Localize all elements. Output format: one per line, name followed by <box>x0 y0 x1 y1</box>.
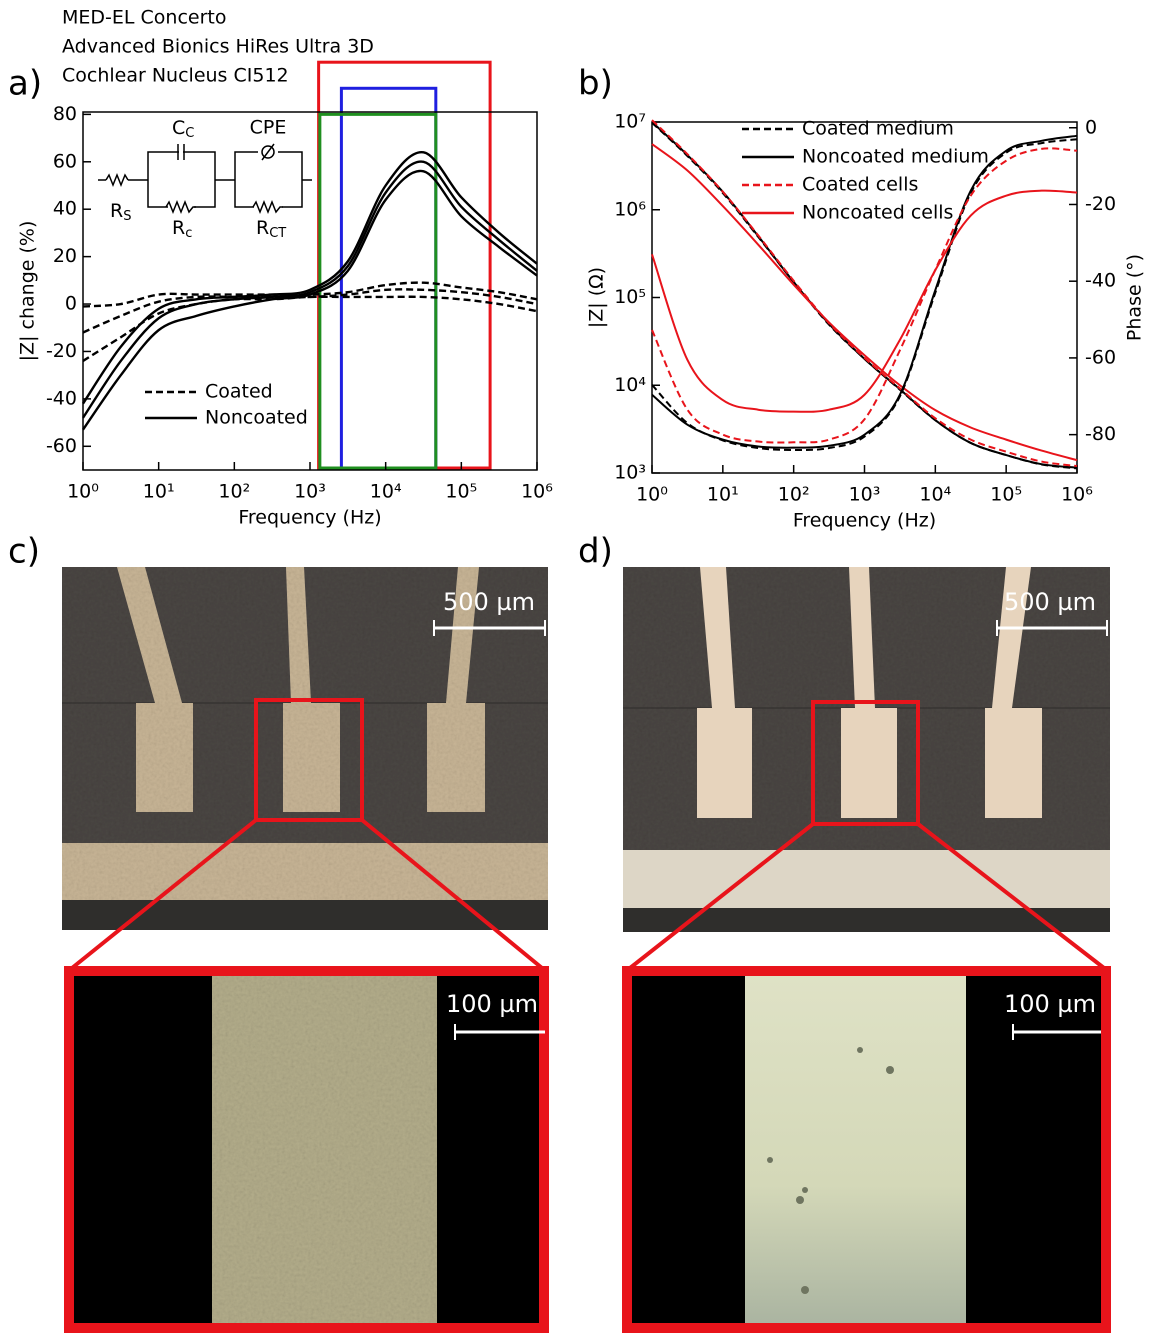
y-axis-title: |Z| (Ω) <box>586 267 608 328</box>
x-tick-label: 10⁶ <box>1061 484 1093 506</box>
y-tick-label: 10⁵ <box>614 286 646 308</box>
circuit-labels: RS CC CPE Rc RCT <box>110 117 286 241</box>
y-tick-label: 10⁴ <box>614 374 646 396</box>
micrograph-noncoated: 500 µm 100 µm d) <box>578 532 1111 1333</box>
circuit-label: CC <box>172 117 194 141</box>
scale-bar-label: 100 µm <box>1004 990 1096 1018</box>
circuit-label: RCT <box>256 217 286 241</box>
x-tick-label: 10⁶ <box>521 481 553 503</box>
range-box <box>339 86 438 470</box>
panel-label: b) <box>578 64 613 104</box>
y-tick-label: -60 <box>46 435 77 457</box>
series-line <box>82 295 538 362</box>
panel-label: c) <box>8 532 40 572</box>
range-label: MED-EL Concerto <box>62 7 226 29</box>
legend-label: Coated <box>205 381 273 403</box>
y-tick-label: 60 <box>53 150 77 172</box>
legend-label: Coated cells <box>802 174 918 196</box>
micrograph-coated: 500 µm 100 µm c) <box>8 532 549 1333</box>
x-tick-label: 10² <box>218 481 250 503</box>
x-tick-label: 10³ <box>849 484 881 506</box>
y-tick-label: 80 <box>53 103 77 125</box>
x-tick-label: 10⁰ <box>67 481 99 503</box>
range-label: Advanced Bionics HiRes Ultra 3D <box>62 36 374 58</box>
series-line <box>651 119 1078 468</box>
x-axis-title: Frequency (Hz) <box>238 507 381 529</box>
circuit-label: RS <box>110 200 131 224</box>
x-tick-label: 10³ <box>294 481 326 503</box>
y-tick-label: -20 <box>46 340 77 362</box>
y2-tick-label: -60 <box>1085 346 1116 368</box>
x-tick-label: 10¹ <box>707 484 739 506</box>
legend-label: Noncoated medium <box>802 146 989 168</box>
series-line <box>651 134 1078 449</box>
series-line <box>82 151 538 405</box>
y-tick-label: 20 <box>53 245 77 267</box>
legend-label: Noncoated <box>205 407 308 429</box>
series-line <box>82 169 538 431</box>
scale-bar-label: 100 µm <box>446 990 538 1018</box>
y-tick-label: 10⁶ <box>614 198 646 220</box>
series-line <box>651 143 1078 462</box>
y2-tick-label: -20 <box>1085 193 1116 215</box>
series-line <box>651 147 1078 444</box>
y-axis-title: |Z| change (%) <box>17 221 39 362</box>
legend-label: Noncoated cells <box>802 202 953 224</box>
y-tick-label: 10³ <box>614 462 646 484</box>
circuit-label: CPE <box>250 117 287 139</box>
y-tick-label: -40 <box>46 387 77 409</box>
range-label: Cochlear Nucleus CI512 <box>62 65 289 87</box>
y-tick-label: 0 <box>65 293 77 315</box>
series-line <box>651 189 1078 413</box>
x-tick-label: 10¹ <box>143 481 175 503</box>
x-axis-title: Frequency (Hz) <box>793 510 936 532</box>
y2-tick-label: -40 <box>1085 270 1116 292</box>
y2-tick-label: 0 <box>1085 116 1097 138</box>
scale-bar-label: 500 µm <box>443 588 535 616</box>
y2-tick-label: -80 <box>1085 423 1116 445</box>
x-tick-label: 10⁰ <box>636 484 668 506</box>
circuit <box>98 143 312 215</box>
x-tick-label: 10⁵ <box>445 481 477 503</box>
series-line <box>82 281 538 308</box>
y2-axis-title: Phase (°) <box>1124 254 1146 341</box>
panel-label: a) <box>8 64 42 104</box>
x-tick-label: 10⁵ <box>990 484 1022 506</box>
y-tick-label: 40 <box>53 198 77 220</box>
series-line <box>82 160 538 419</box>
x-tick-label: 10⁴ <box>370 481 402 503</box>
scale-bar-label: 500 µm <box>1004 588 1096 616</box>
circuit-label: Rc <box>172 217 192 241</box>
panel-label: d) <box>578 532 613 572</box>
x-tick-label: 10² <box>778 484 810 506</box>
x-tick-label: 10⁴ <box>919 484 951 506</box>
legend-label: Coated medium <box>802 118 954 140</box>
y-tick-label: 10⁷ <box>614 111 646 133</box>
